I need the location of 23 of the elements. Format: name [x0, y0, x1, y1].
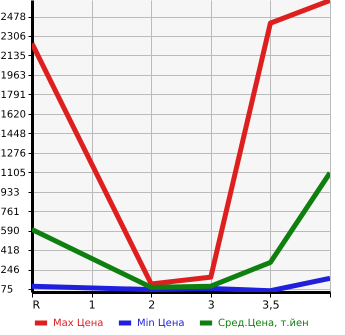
y-tick-label: 1448 — [0, 128, 26, 140]
y-tick-label: 761 — [0, 206, 20, 218]
y-tick-label: 1791 — [0, 90, 26, 101]
y-tick-label: 1105 — [0, 168, 26, 179]
y-tick-label: 1276 — [0, 148, 26, 160]
y-tick-label: 2306 — [0, 32, 26, 43]
legend-label: Сред.Цена, т.йен — [218, 318, 309, 329]
y-tick-label: 246 — [0, 265, 20, 276]
y-tick-label: 418 — [0, 246, 20, 257]
y-tick-label: 2478 — [0, 12, 26, 24]
x-tick-label: 3,5 — [262, 298, 280, 312]
x-tick-label: 1 — [88, 298, 96, 312]
legend-label: Min Цена — [137, 318, 185, 329]
y-tick-label: 1963 — [0, 70, 26, 82]
x-tick-label: 2 — [148, 298, 156, 312]
x-tick-label: R — [32, 298, 40, 312]
y-tick-label: 75 — [0, 284, 14, 296]
y-tick-label: 1620 — [0, 109, 26, 120]
x-tick-label: 3 — [208, 298, 215, 312]
y-tick-label: 933 — [0, 187, 20, 198]
y-tick-label: 590 — [0, 226, 20, 238]
y-tick-label: 2135 — [0, 50, 26, 62]
legend-label: Max Цена — [53, 318, 104, 329]
